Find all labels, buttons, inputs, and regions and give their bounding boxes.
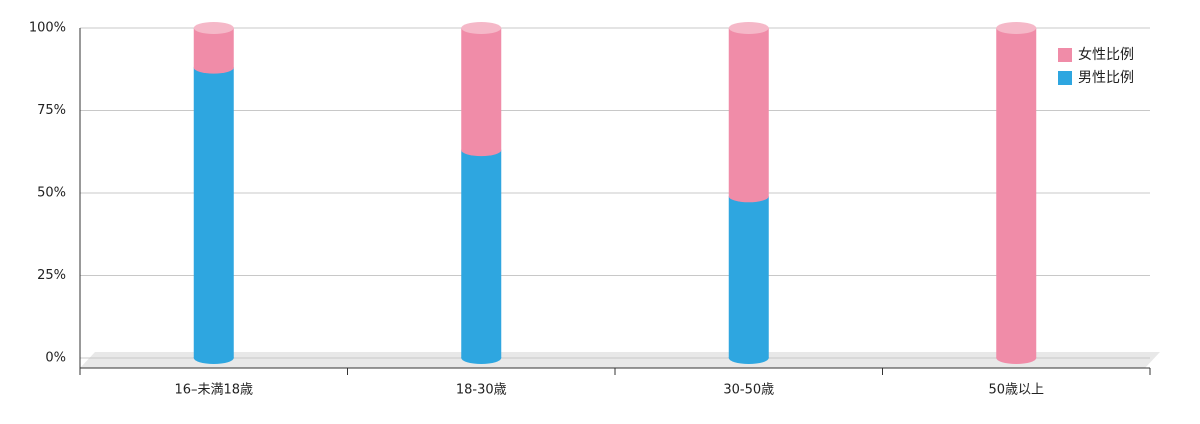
bar-cap: [728, 22, 769, 34]
y-tick-label: 100%: [29, 21, 66, 36]
y-tick-label: 25%: [37, 268, 66, 283]
y-tick-label: 75%: [37, 103, 66, 118]
legend-swatch: [1058, 71, 1072, 85]
bar-cap: [461, 22, 502, 34]
bar: [193, 67, 234, 358]
bar-cap: [193, 22, 234, 34]
legend-label: 女性比例: [1078, 46, 1134, 63]
bar: [193, 28, 234, 68]
x-tick-label: 16–未満18歳: [174, 383, 253, 398]
floor: [80, 352, 1160, 368]
x-tick-label: 50歳以上: [988, 383, 1044, 398]
bar: [996, 28, 1037, 358]
bar: [728, 28, 769, 197]
bar: [461, 150, 502, 358]
y-tick-label: 50%: [37, 186, 66, 201]
y-tick-label: 0%: [45, 351, 66, 366]
legend-swatch: [1058, 48, 1072, 62]
bar: [461, 28, 502, 151]
bar-cap: [996, 22, 1037, 34]
legend-label: 男性比例: [1078, 70, 1134, 86]
bar: [728, 196, 769, 358]
x-tick-label: 30-50歳: [723, 383, 774, 398]
x-tick-label: 18-30歳: [456, 383, 507, 398]
